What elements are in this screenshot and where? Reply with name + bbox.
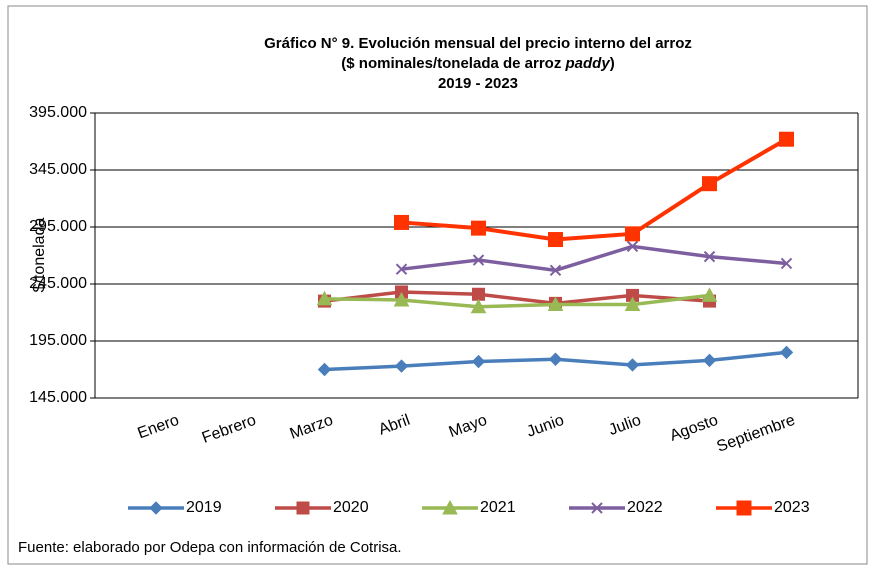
chart-frame bbox=[7, 5, 868, 565]
chart-subtitle: ($ nominales/tonelada de arroz paddy) bbox=[341, 55, 614, 72]
y-tick-label: 345.000 bbox=[29, 161, 87, 178]
marker bbox=[626, 240, 639, 253]
legend-label: 2020 bbox=[333, 499, 369, 516]
marker bbox=[317, 362, 332, 377]
series-line bbox=[401, 137, 788, 242]
marker bbox=[548, 232, 563, 248]
marker bbox=[394, 359, 409, 373]
y-tick-label: 245.000 bbox=[29, 275, 87, 292]
marker bbox=[549, 264, 562, 277]
marker bbox=[472, 287, 485, 301]
series-line bbox=[401, 244, 787, 273]
legend-label: 2023 bbox=[774, 499, 810, 516]
y-tick-label: 395.000 bbox=[29, 104, 87, 121]
marker bbox=[625, 358, 640, 372]
marker bbox=[780, 257, 793, 270]
marker bbox=[702, 353, 717, 368]
y-tick-label: 195.000 bbox=[29, 332, 87, 349]
series-line bbox=[324, 293, 710, 309]
marker bbox=[471, 354, 486, 369]
source: Fuente: elaborado por Odepa con informac… bbox=[18, 539, 402, 556]
chart-title: Gráfico N° 9. Evolución mensual del prec… bbox=[264, 35, 692, 52]
marker bbox=[701, 287, 718, 302]
marker bbox=[703, 250, 716, 263]
marker bbox=[779, 131, 794, 147]
marker bbox=[395, 263, 408, 275]
marker bbox=[316, 290, 333, 306]
legend-marker bbox=[442, 499, 458, 515]
legend-marker bbox=[296, 501, 310, 515]
marker bbox=[548, 352, 563, 366]
marker bbox=[779, 345, 794, 360]
marker bbox=[394, 214, 409, 230]
marker bbox=[470, 298, 487, 314]
marker bbox=[472, 254, 485, 266]
marker bbox=[625, 226, 640, 242]
marker bbox=[471, 220, 486, 236]
legend-label: 2021 bbox=[480, 499, 516, 516]
legend-label: 2022 bbox=[627, 499, 663, 516]
y-tick-label: 295.000 bbox=[29, 218, 87, 235]
y-axis-label: $/tonelada bbox=[31, 218, 48, 293]
legend-marker bbox=[149, 501, 163, 515]
marker bbox=[624, 296, 641, 312]
legend-marker bbox=[736, 500, 752, 516]
marker bbox=[702, 176, 717, 192]
legend-label: 2019 bbox=[186, 499, 222, 516]
series-line bbox=[324, 290, 710, 306]
chart-period: 2019 - 2023 bbox=[438, 75, 518, 92]
marker bbox=[547, 296, 564, 312]
marker bbox=[393, 291, 410, 307]
legend-marker bbox=[591, 502, 603, 514]
y-tick-label: 145.000 bbox=[29, 389, 87, 406]
